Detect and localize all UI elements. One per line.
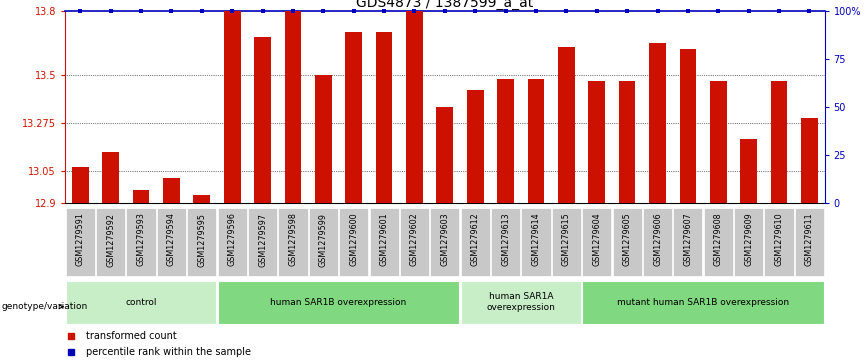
FancyBboxPatch shape bbox=[66, 281, 216, 323]
FancyBboxPatch shape bbox=[157, 208, 186, 276]
FancyBboxPatch shape bbox=[795, 208, 824, 276]
Text: GSM1279603: GSM1279603 bbox=[440, 213, 450, 266]
FancyBboxPatch shape bbox=[431, 208, 459, 276]
FancyBboxPatch shape bbox=[370, 208, 398, 276]
Bar bbox=[801, 118, 818, 203]
Bar bbox=[649, 43, 666, 203]
Text: genotype/variation: genotype/variation bbox=[2, 302, 88, 311]
Text: GSM1279596: GSM1279596 bbox=[227, 213, 237, 266]
Bar bbox=[528, 79, 544, 203]
FancyBboxPatch shape bbox=[613, 208, 641, 276]
Text: GSM1279601: GSM1279601 bbox=[379, 213, 389, 266]
Text: GSM1279615: GSM1279615 bbox=[562, 213, 571, 266]
Text: GSM1279604: GSM1279604 bbox=[592, 213, 602, 266]
FancyBboxPatch shape bbox=[734, 208, 763, 276]
Text: GSM1279595: GSM1279595 bbox=[197, 213, 207, 266]
Text: GSM1279611: GSM1279611 bbox=[805, 213, 814, 266]
Bar bbox=[558, 47, 575, 203]
Bar bbox=[589, 81, 605, 203]
Bar bbox=[224, 11, 240, 203]
Bar bbox=[376, 32, 392, 203]
FancyBboxPatch shape bbox=[491, 208, 520, 276]
FancyBboxPatch shape bbox=[309, 208, 338, 276]
Text: GSM1279612: GSM1279612 bbox=[470, 213, 480, 266]
Text: GSM1279593: GSM1279593 bbox=[136, 213, 146, 266]
Text: human SAR1B overexpression: human SAR1B overexpression bbox=[271, 298, 406, 307]
Text: mutant human SAR1B overexpression: mutant human SAR1B overexpression bbox=[617, 298, 789, 307]
FancyBboxPatch shape bbox=[461, 208, 490, 276]
FancyBboxPatch shape bbox=[522, 208, 550, 276]
FancyBboxPatch shape bbox=[248, 208, 277, 276]
FancyBboxPatch shape bbox=[582, 208, 611, 276]
Bar bbox=[467, 90, 483, 203]
Text: GSM1279591: GSM1279591 bbox=[76, 213, 85, 266]
FancyBboxPatch shape bbox=[66, 208, 95, 276]
Bar bbox=[285, 11, 301, 203]
Bar bbox=[680, 49, 696, 203]
Text: GSM1279592: GSM1279592 bbox=[106, 213, 115, 266]
Bar bbox=[72, 167, 89, 203]
Bar bbox=[102, 152, 119, 203]
FancyBboxPatch shape bbox=[582, 281, 824, 323]
Text: GSM1279614: GSM1279614 bbox=[531, 213, 541, 266]
FancyBboxPatch shape bbox=[704, 208, 733, 276]
Bar bbox=[619, 81, 635, 203]
Bar bbox=[345, 32, 362, 203]
Text: GSM1279598: GSM1279598 bbox=[288, 213, 298, 266]
Text: GSM1279609: GSM1279609 bbox=[744, 213, 753, 266]
Text: GSM1279605: GSM1279605 bbox=[622, 213, 632, 266]
Text: GSM1279599: GSM1279599 bbox=[319, 213, 328, 266]
Bar bbox=[740, 139, 757, 203]
FancyBboxPatch shape bbox=[218, 208, 247, 276]
Text: GSM1279606: GSM1279606 bbox=[653, 213, 662, 266]
Text: human SAR1A
overexpression: human SAR1A overexpression bbox=[486, 293, 556, 312]
Bar bbox=[194, 195, 210, 203]
Text: transformed count: transformed count bbox=[86, 331, 177, 341]
FancyBboxPatch shape bbox=[96, 208, 125, 276]
FancyBboxPatch shape bbox=[461, 281, 581, 323]
Bar bbox=[163, 178, 180, 203]
FancyBboxPatch shape bbox=[187, 208, 216, 276]
Text: GSM1279610: GSM1279610 bbox=[774, 213, 784, 266]
FancyBboxPatch shape bbox=[279, 208, 307, 276]
FancyBboxPatch shape bbox=[643, 208, 672, 276]
FancyBboxPatch shape bbox=[674, 208, 702, 276]
Title: GDS4873 / 1387599_a_at: GDS4873 / 1387599_a_at bbox=[356, 0, 534, 10]
FancyBboxPatch shape bbox=[127, 208, 155, 276]
Bar bbox=[710, 81, 727, 203]
FancyBboxPatch shape bbox=[765, 208, 793, 276]
Text: GSM1279600: GSM1279600 bbox=[349, 213, 358, 266]
Text: GSM1279594: GSM1279594 bbox=[167, 213, 176, 266]
Bar bbox=[315, 75, 332, 203]
Bar bbox=[437, 107, 453, 203]
Text: GSM1279597: GSM1279597 bbox=[258, 213, 267, 266]
FancyBboxPatch shape bbox=[400, 208, 429, 276]
FancyBboxPatch shape bbox=[552, 208, 581, 276]
Text: percentile rank within the sample: percentile rank within the sample bbox=[86, 347, 252, 357]
Bar bbox=[133, 191, 149, 203]
Text: GSM1279613: GSM1279613 bbox=[501, 213, 510, 266]
Bar bbox=[406, 11, 423, 203]
Text: control: control bbox=[125, 298, 157, 307]
Bar bbox=[497, 79, 514, 203]
Text: GSM1279607: GSM1279607 bbox=[683, 213, 693, 266]
Bar bbox=[254, 37, 271, 203]
FancyBboxPatch shape bbox=[218, 281, 459, 323]
Text: GSM1279602: GSM1279602 bbox=[410, 213, 419, 266]
FancyBboxPatch shape bbox=[339, 208, 368, 276]
Bar bbox=[771, 81, 787, 203]
Text: GSM1279608: GSM1279608 bbox=[713, 213, 723, 266]
